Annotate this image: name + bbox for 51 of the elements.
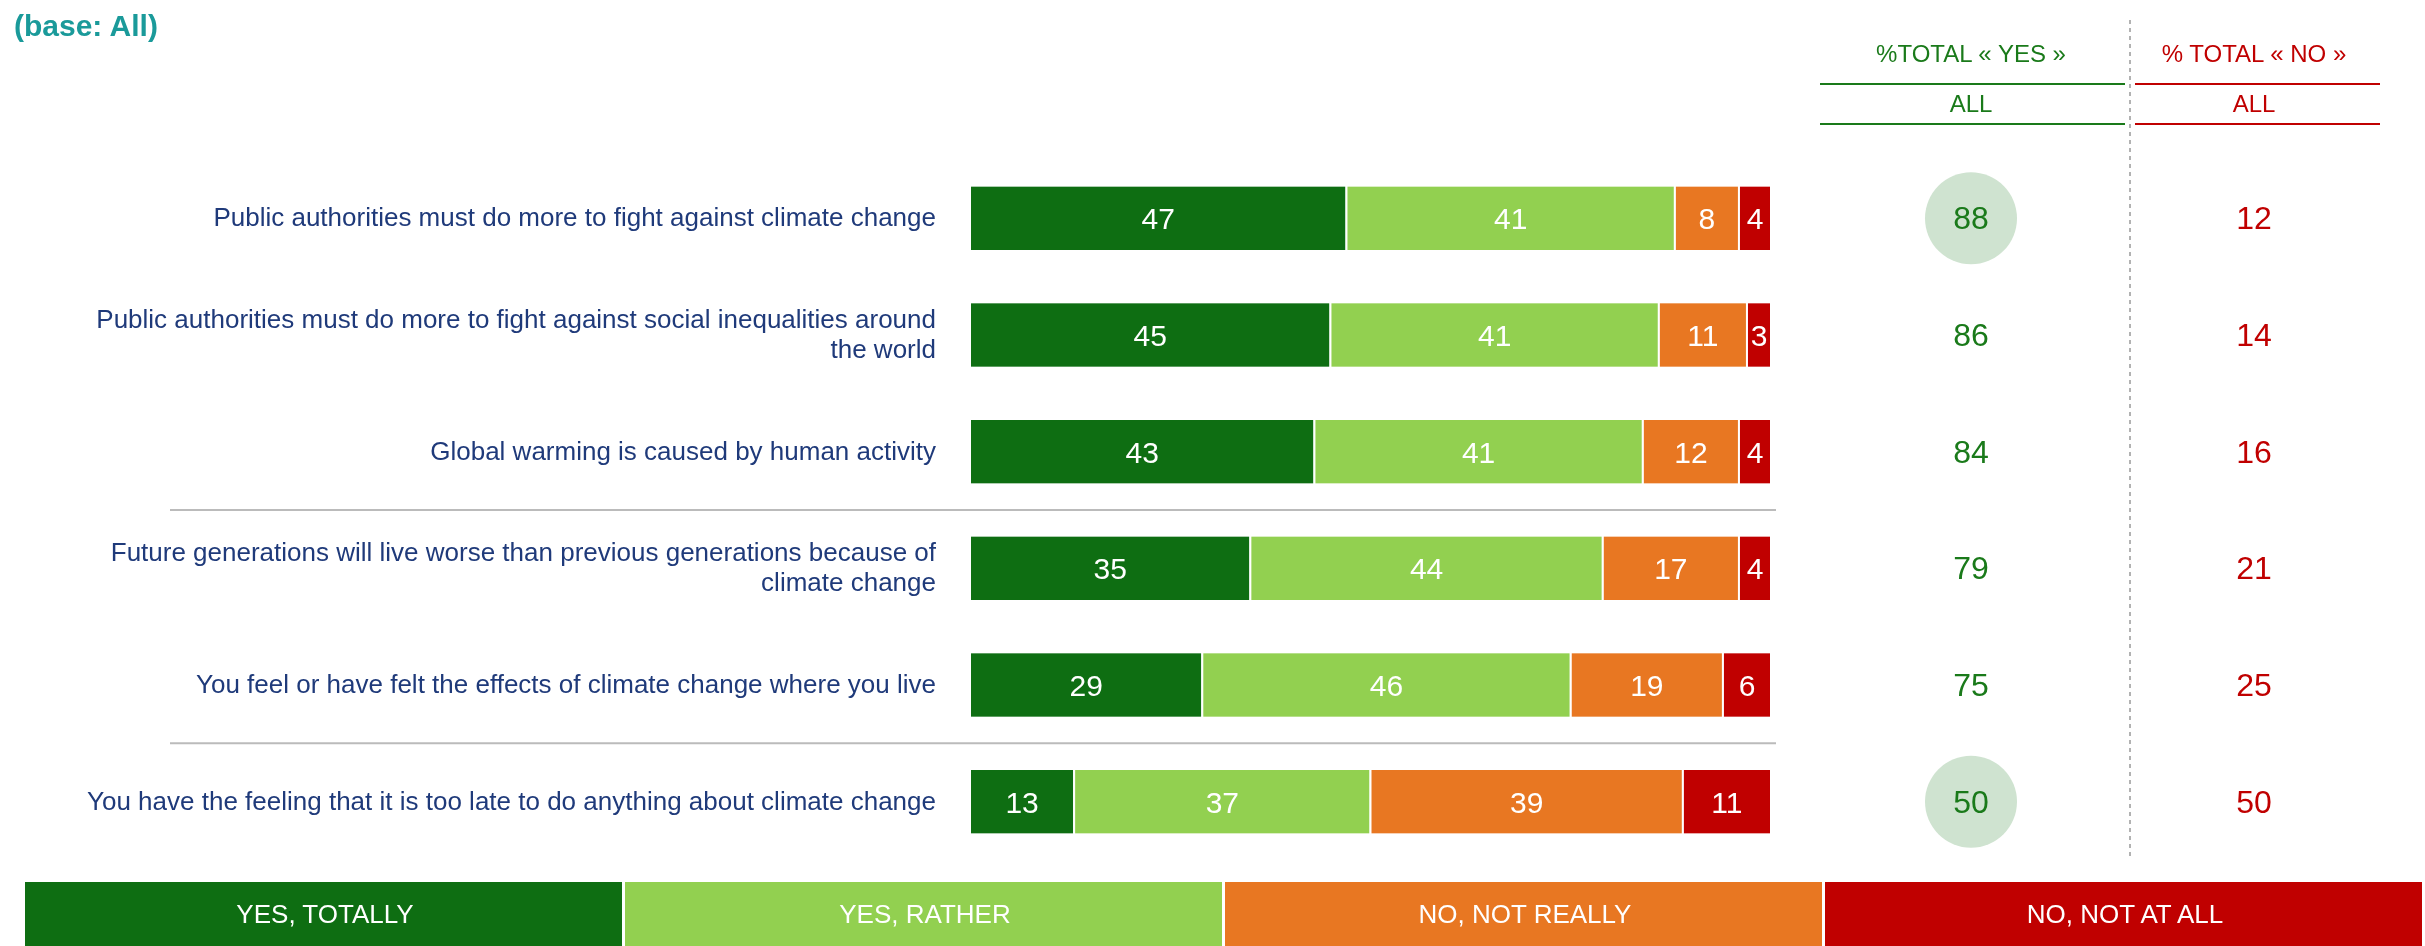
data-label: 11 xyxy=(1711,785,1743,819)
data-label: 41 xyxy=(1493,202,1528,236)
data-label: 6 xyxy=(1738,669,1756,702)
text: 50 xyxy=(1953,783,1989,820)
data-label: 41 xyxy=(1477,319,1512,352)
data-label: 44 xyxy=(1409,552,1444,586)
text: ALL xyxy=(2232,90,2276,117)
text: YES, RATHER xyxy=(839,899,1011,929)
text: 86 xyxy=(1953,317,1989,353)
text: % TOTAL « NO » xyxy=(2161,40,2347,67)
text: 14 xyxy=(2236,317,2272,353)
data-label: 4 xyxy=(1746,552,1764,586)
data-label: 4 xyxy=(1746,435,1764,469)
text: NO, NOT AT ALL xyxy=(2026,899,2224,929)
y-tick-label: You feel or have felt the effects of climate change where you live xyxy=(195,669,936,699)
text: ALL xyxy=(1949,90,1993,117)
text: 75 xyxy=(1953,667,1989,703)
y-tick-label: Public authorities must do more to fight against climate change xyxy=(213,202,936,233)
text: %TOTAL « YES » xyxy=(1876,40,2066,67)
y-tick-label: You have the feeling that it is too late to do anything about climate change xyxy=(87,785,936,816)
data-label: 43 xyxy=(1125,435,1159,469)
y-tick-label: Public authorities must do more to fight against social inequalities around the world xyxy=(96,304,936,364)
data-label: 39 xyxy=(1510,785,1544,819)
data-label: 4 xyxy=(1746,202,1764,236)
text: 12 xyxy=(2236,200,2272,237)
data-label: 11 xyxy=(1687,319,1719,352)
data-label: 37 xyxy=(1205,785,1239,819)
data-label: 35 xyxy=(1093,552,1127,586)
data-label: 45 xyxy=(1133,319,1167,352)
text: (base: All) xyxy=(14,9,158,42)
data-label: 47 xyxy=(1141,202,1175,236)
text: 84 xyxy=(1953,433,1989,470)
y-tick-label: Future generations will live worse than previous generations because of climate change xyxy=(110,537,937,598)
text: 50 xyxy=(2236,783,2272,820)
text: 88 xyxy=(1953,200,1989,237)
data-label: 19 xyxy=(1630,669,1664,702)
data-label: 3 xyxy=(1750,319,1768,352)
text: 16 xyxy=(2236,433,2272,470)
text: 25 xyxy=(2236,667,2272,703)
text: YES, TOTALLY xyxy=(236,899,414,929)
data-label: 46 xyxy=(1369,669,1404,702)
data-label: 13 xyxy=(1005,785,1039,819)
data-label: 29 xyxy=(1069,669,1103,702)
y-tick-label: Global warming is caused by human activity xyxy=(430,435,936,466)
data-label: 8 xyxy=(1698,202,1716,236)
text: NO, NOT REALLY xyxy=(1418,899,1632,929)
data-label: 12 xyxy=(1674,435,1708,469)
text: 79 xyxy=(1953,550,1989,587)
text: 21 xyxy=(2236,550,2272,587)
data-label: 41 xyxy=(1461,435,1496,469)
data-label: 17 xyxy=(1654,552,1688,586)
